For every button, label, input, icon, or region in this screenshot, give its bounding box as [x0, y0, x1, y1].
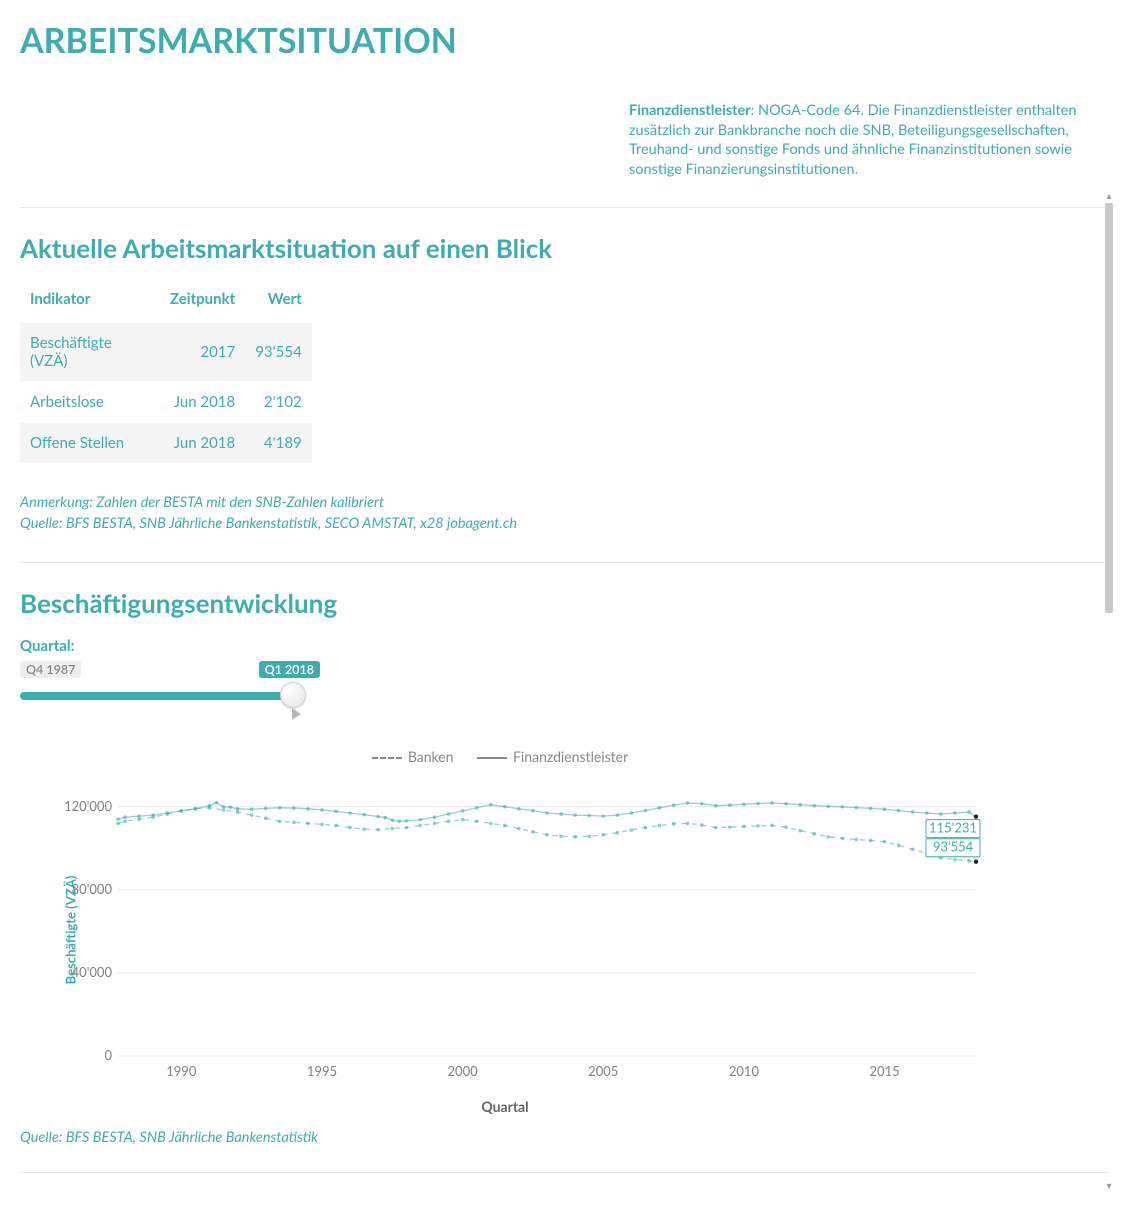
- table-row: Offene Stellen Jun 2018 4'189: [20, 423, 312, 464]
- scroll-down-icon[interactable]: ▾: [1103, 1181, 1115, 1191]
- divider: [20, 207, 1109, 208]
- summary-note: Anmerkung: Zahlen der BESTA mit den SNB-…: [20, 493, 1109, 513]
- svg-text:40'000: 40'000: [72, 964, 113, 980]
- svg-text:0: 0: [104, 1047, 112, 1063]
- cell-indicator: Offene Stellen: [20, 423, 160, 464]
- quarter-slider[interactable]: [20, 684, 320, 712]
- line-icon: [477, 757, 507, 759]
- svg-text:80'000: 80'000: [72, 881, 113, 897]
- svg-text:2005: 2005: [588, 1063, 618, 1079]
- cell-time: Jun 2018: [160, 382, 245, 423]
- cell-value: 4'189: [245, 423, 312, 464]
- legend-label: Banken: [408, 748, 454, 765]
- cell-indicator: Arbeitslose: [20, 382, 160, 423]
- content-frame: ▴ ▾ Finanzdienstleister: NOGA-Code 64. D…: [20, 101, 1109, 1173]
- employment-chart: Banken Finanzdienstleister Beschäftigte …: [20, 740, 990, 1120]
- cell-value: 93'554: [245, 323, 312, 382]
- employment-title: Beschäftigungsentwicklung: [20, 587, 1109, 619]
- cell-time: Jun 2018: [160, 423, 245, 464]
- svg-text:1990: 1990: [166, 1063, 197, 1079]
- svg-text:93'554: 93'554: [933, 839, 974, 855]
- svg-text:120'000: 120'000: [64, 798, 112, 814]
- intro-block: Finanzdienstleister: NOGA-Code 64. Die F…: [20, 101, 1109, 179]
- summary-table: Indikator Zeitpunkt Wert Beschäftigte (V…: [20, 282, 312, 463]
- legend-item-finanzdienstleister: Finanzdienstleister: [477, 748, 628, 765]
- chart-plot-area: 0 40'000 80'000 120'000 1990 1995 2000 2005 2010…: [64, 776, 984, 1096]
- slider-thumb[interactable]: [280, 682, 306, 708]
- scroll-thumb[interactable]: [1105, 203, 1113, 613]
- cell-indicator: Beschäftigte (VZÄ): [20, 323, 160, 382]
- slider-badges: Q4 1987 Q1 2018: [20, 661, 320, 678]
- table-row: Beschäftigte (VZÄ) 2017 93'554: [20, 323, 312, 382]
- th-time: Zeitpunkt: [160, 282, 245, 323]
- chart-legend: Banken Finanzdienstleister: [20, 748, 980, 765]
- svg-text:2010: 2010: [729, 1063, 760, 1079]
- slider-track[interactable]: [20, 692, 290, 700]
- slider-end-badge: Q1 2018: [259, 661, 320, 678]
- slider-start-badge: Q4 1987: [20, 661, 81, 678]
- scroll-up-icon[interactable]: ▴: [1103, 191, 1115, 201]
- employment-source: Quelle: BFS BESTA, SNB Jährliche Bankens…: [20, 1128, 1109, 1148]
- intro-lead: Finanzdienstleister: [629, 102, 751, 119]
- svg-text:115'231: 115'231: [929, 820, 977, 836]
- page-title: ARBEITSMARKTSITUATION: [20, 20, 1109, 61]
- summary-footnotes: Anmerkung: Zahlen der BESTA mit den SNB-…: [20, 493, 1109, 534]
- th-indicator: Indikator: [20, 282, 160, 323]
- play-icon[interactable]: [292, 708, 301, 720]
- slider-label: Quartal:: [20, 637, 1109, 655]
- summary-source: Quelle: BFS BESTA, SNB Jährliche Bankens…: [20, 514, 1109, 534]
- scrollbar[interactable]: ▴ ▾: [1103, 191, 1115, 1191]
- legend-label: Finanzdienstleister: [513, 748, 628, 765]
- th-value: Wert: [245, 282, 312, 323]
- svg-text:1995: 1995: [307, 1063, 337, 1079]
- dash-icon: [372, 757, 402, 759]
- xaxis-title: Quartal: [481, 1098, 528, 1115]
- cell-value: 2'102: [245, 382, 312, 423]
- svg-text:2000: 2000: [448, 1063, 479, 1079]
- summary-tbody: Beschäftigte (VZÄ) 2017 93'554 Arbeitslo…: [20, 323, 312, 464]
- legend-item-banken: Banken: [372, 748, 454, 765]
- table-row: Arbeitslose Jun 2018 2'102: [20, 382, 312, 423]
- summary-title: Aktuelle Arbeitsmarktsituation auf einen…: [20, 232, 1109, 264]
- divider: [20, 562, 1109, 563]
- svg-text:2015: 2015: [869, 1063, 899, 1079]
- intro-text: Finanzdienstleister: NOGA-Code 64. Die F…: [629, 101, 1109, 179]
- cell-time: 2017: [160, 323, 245, 382]
- divider: [20, 1172, 1109, 1173]
